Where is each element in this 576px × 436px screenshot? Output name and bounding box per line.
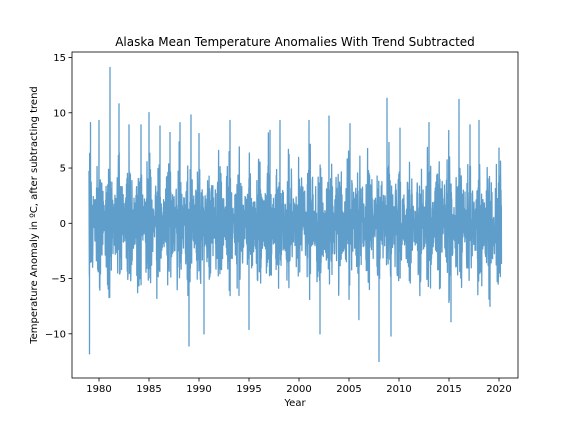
series-extreme-point <box>203 333 204 334</box>
x-tick-label: 1990 <box>186 384 211 395</box>
series-extreme-point <box>229 120 230 121</box>
x-tick-label: 1995 <box>236 384 261 395</box>
series-extreme-point <box>128 124 129 125</box>
series-extreme-point <box>279 120 280 121</box>
series-extreme-point <box>399 128 400 129</box>
y-tick-label: 0 <box>60 219 66 230</box>
x-axis-label: Year <box>283 398 306 409</box>
x-tick-label: 1985 <box>136 384 161 395</box>
series-extreme-point <box>308 120 309 121</box>
series-extreme-point <box>248 329 249 330</box>
chart-title: Alaska Mean Temperature Anomalies With T… <box>115 35 475 49</box>
series-extreme-point <box>319 333 320 334</box>
series-extreme-point <box>148 112 149 113</box>
series-extreme-point <box>458 99 459 100</box>
series-extreme-point <box>190 114 191 115</box>
series-extreme-point <box>450 321 451 322</box>
series-extreme-point <box>188 345 189 346</box>
series-extreme-point <box>349 123 350 124</box>
x-tick-label: 2005 <box>336 384 361 395</box>
series-extreme-point <box>498 148 499 149</box>
series-extreme-point <box>118 103 119 104</box>
x-tick-label: 2015 <box>436 384 461 395</box>
x-tick-label: 1980 <box>86 384 111 395</box>
y-tick-label: −5 <box>51 274 66 285</box>
series-extreme-point <box>390 335 391 336</box>
series-extreme-point <box>489 306 490 307</box>
y-axis-label: Temperature Anomaly in ºC, after subtrac… <box>29 86 40 345</box>
series-extreme-point <box>478 120 479 121</box>
series-extreme-point <box>179 122 180 123</box>
y-tick-label: 10 <box>53 108 66 119</box>
series-extreme-point <box>159 125 160 126</box>
series-extreme-point <box>328 115 329 116</box>
x-tick-label: 2010 <box>386 384 411 395</box>
series-extreme-point <box>378 361 379 362</box>
series-extreme-point <box>90 122 91 123</box>
x-tick-label: 2000 <box>286 384 311 395</box>
series-extreme-point <box>169 132 170 133</box>
y-tick-label: 15 <box>53 53 66 64</box>
series-extreme-point <box>469 124 470 125</box>
x-tick-label: 2020 <box>486 384 511 395</box>
series-extreme-point <box>89 353 90 354</box>
series-extreme-point <box>109 67 110 68</box>
series-extreme-point <box>269 130 270 131</box>
series-extreme-point <box>98 120 99 121</box>
y-tick-label: −10 <box>45 329 66 340</box>
series-extreme-point <box>428 122 429 123</box>
series-extreme-point <box>386 98 387 99</box>
y-tick-label: 5 <box>60 164 66 175</box>
series-extreme-point <box>140 124 141 125</box>
series-extreme-point <box>198 133 199 134</box>
